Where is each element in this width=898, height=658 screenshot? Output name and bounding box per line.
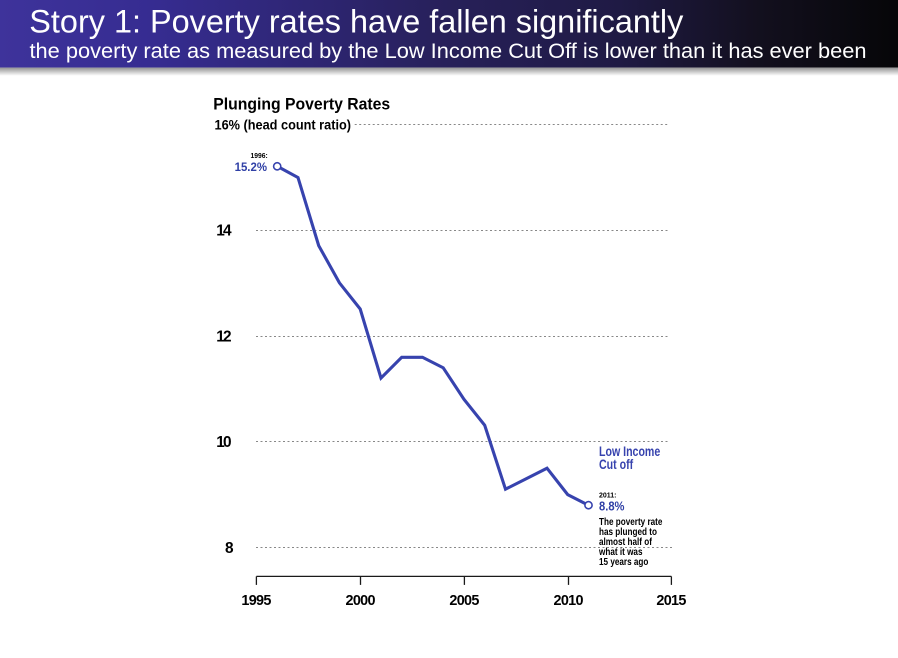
svg-text:Cut off: Cut off <box>599 456 634 472</box>
svg-text:8.8%: 8.8% <box>599 500 625 514</box>
svg-text:almost half of: almost half of <box>599 536 653 547</box>
svg-text:12: 12 <box>216 328 231 345</box>
svg-text:2010: 2010 <box>554 593 584 609</box>
svg-text:2005: 2005 <box>449 593 479 609</box>
svg-text:2011:: 2011: <box>599 490 617 499</box>
svg-text:has plunged to: has plunged to <box>599 526 657 537</box>
svg-text:14: 14 <box>216 222 232 239</box>
svg-text:the poverty rate as measured b: the poverty rate as measured by the Low … <box>30 40 867 63</box>
svg-text:15.2%: 15.2% <box>235 160 268 174</box>
svg-text:The poverty rate: The poverty rate <box>599 516 662 527</box>
svg-text:1995: 1995 <box>241 593 271 609</box>
svg-text:Plunging Poverty Rates: Plunging Poverty Rates <box>213 94 390 113</box>
svg-text:Low Income: Low Income <box>599 444 660 460</box>
svg-text:2000: 2000 <box>346 593 376 609</box>
svg-text:8: 8 <box>225 540 234 557</box>
svg-text:16% (head count ratio): 16% (head count ratio) <box>215 117 352 133</box>
svg-text:15 years ago: 15 years ago <box>599 556 649 567</box>
svg-text:what it was: what it was <box>598 546 642 557</box>
svg-text:2015: 2015 <box>656 593 686 609</box>
svg-text:Story 1: Poverty rates have fa: Story 1: Poverty rates have fallen signi… <box>29 3 683 39</box>
svg-text:10: 10 <box>216 434 231 451</box>
svg-text:1996:: 1996: <box>251 151 268 160</box>
